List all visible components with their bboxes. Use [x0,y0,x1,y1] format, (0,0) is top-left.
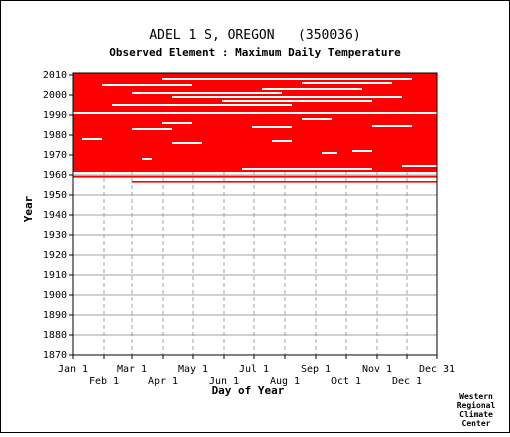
x-tick-label: Dec 1 [392,376,422,387]
y-tick-label: 1990 [43,110,67,121]
credit-line-3: Climate [459,409,493,419]
missing-layer [73,78,437,170]
missing-data-gap [252,126,292,128]
missing-data-gap [372,125,412,127]
data-layer [73,73,437,183]
x-tick-label: Jul 1 [239,364,269,375]
y-tick-label: 1940 [43,210,67,221]
missing-data-gap [132,92,282,94]
chart-subtitle: Observed Element : Maximum Daily Tempera… [109,46,401,59]
y-axis-label: Year [22,195,35,222]
observed-period-bar [73,175,437,178]
y-tick-label: 1930 [43,230,67,241]
x-tick-label: Jan 1 [58,364,88,375]
y-tick-label: 1880 [43,330,67,341]
x-tick-label: May 1 [178,364,208,375]
missing-data-gap [222,100,372,102]
missing-data-gap [302,118,332,120]
y-tick-label: 1920 [43,250,67,261]
missing-data-gap [322,152,337,154]
x-tick-label: Nov 1 [362,364,392,375]
missing-data-gap [142,158,152,160]
x-tick-label: Jun 1 [209,376,239,387]
x-tick-label: Oct 1 [331,376,361,387]
credit-line-1: Western [459,392,493,401]
x-tick-label: Feb 1 [89,376,119,387]
missing-data-gap [172,142,202,144]
y-tick-label: 1960 [43,170,67,181]
missing-data-gap [242,168,372,170]
x-tick-label: Aug 1 [270,376,300,387]
missing-data-gap [272,140,292,142]
observed-period-bar [132,181,437,183]
missing-data-gap [132,128,172,130]
y-tick-label: 2010 [43,70,67,81]
y-tick-label: 1890 [43,310,67,321]
missing-data-gap [112,104,292,106]
x-tick-label: Apr 1 [148,376,178,387]
chart-title: ADEL 1 S, OREGON (350036) [149,28,360,43]
missing-data-gap [162,78,412,80]
missing-data-gap [73,112,437,114]
y-tick-label: 1900 [43,290,67,301]
missing-data-gap [262,88,362,90]
y-tick-label: 1980 [43,130,67,141]
observed-period-bar [73,73,437,172]
y-tick-label: 1970 [43,150,67,161]
x-tick-label: Mar 1 [117,364,147,375]
missing-data-gap [352,150,372,152]
missing-data-gap [172,96,402,98]
plot-area-border [72,72,438,356]
x-tick-label: Dec 31 [419,364,455,375]
missing-data-gap [162,122,192,124]
missing-data-gap [402,165,437,167]
missing-data-gap [102,84,192,86]
y-tick-label: 1870 [43,350,67,361]
y-tick-label: 2000 [43,90,67,101]
y-tick-label: 1910 [43,270,67,281]
tick-layer: 1870 1880 1890 1900 1910 1920 1930 1940 1950 1960… [43,70,455,387]
credit-line-2: Regional [457,400,496,410]
x-axis-label: Day of Year [212,384,285,397]
credit-line-4: Center [462,419,491,428]
x-tick-label: Sep 1 [301,364,331,375]
y-tick-label: 1950 [43,190,67,201]
missing-data-gap [82,138,102,140]
missing-data-gap [302,82,392,84]
